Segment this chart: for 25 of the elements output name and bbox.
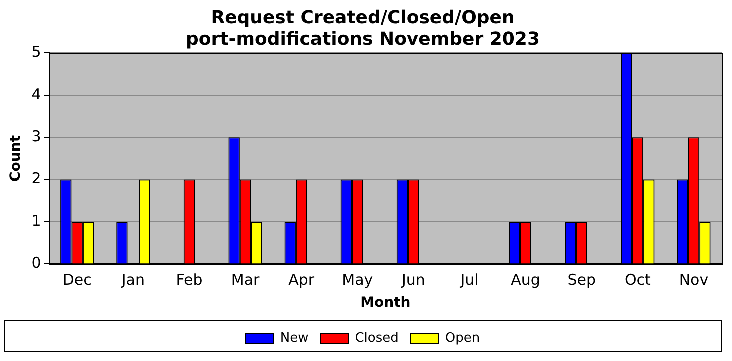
x-tick-label: Apr bbox=[288, 271, 316, 290]
legend-label: Closed bbox=[355, 330, 399, 346]
chart-title: Request Created/Closed/Open bbox=[211, 7, 515, 28]
x-tick-label: Dec bbox=[62, 271, 92, 290]
y-axis-title: Count bbox=[8, 135, 24, 182]
y-tick-label: 4 bbox=[32, 85, 42, 104]
x-tick-label: Jul bbox=[460, 271, 479, 290]
legend-label: Open bbox=[445, 330, 480, 346]
y-tick-label: 3 bbox=[32, 127, 42, 146]
chart-subtitle: port-modifications November 2023 bbox=[186, 29, 540, 50]
x-tick-label: Feb bbox=[176, 271, 203, 290]
x-tick-label: Oct bbox=[624, 271, 652, 290]
y-tick-label: 5 bbox=[32, 43, 42, 62]
x-tick-label: Sep bbox=[568, 271, 596, 290]
legend-label: New bbox=[280, 330, 310, 346]
y-tick-label: 1 bbox=[32, 212, 42, 230]
x-tick-label: Jun bbox=[400, 271, 426, 290]
x-tick-label: Mar bbox=[231, 271, 261, 290]
x-tick-label: Jan bbox=[120, 271, 145, 290]
y-tick-label: 2 bbox=[32, 170, 42, 188]
y-tick-label: 0 bbox=[32, 254, 42, 272]
x-tick-label: Aug bbox=[511, 271, 540, 290]
x-tick-label: May bbox=[342, 271, 374, 290]
x-tick-label: Nov bbox=[679, 271, 709, 290]
x-axis-title: Month bbox=[360, 295, 411, 312]
